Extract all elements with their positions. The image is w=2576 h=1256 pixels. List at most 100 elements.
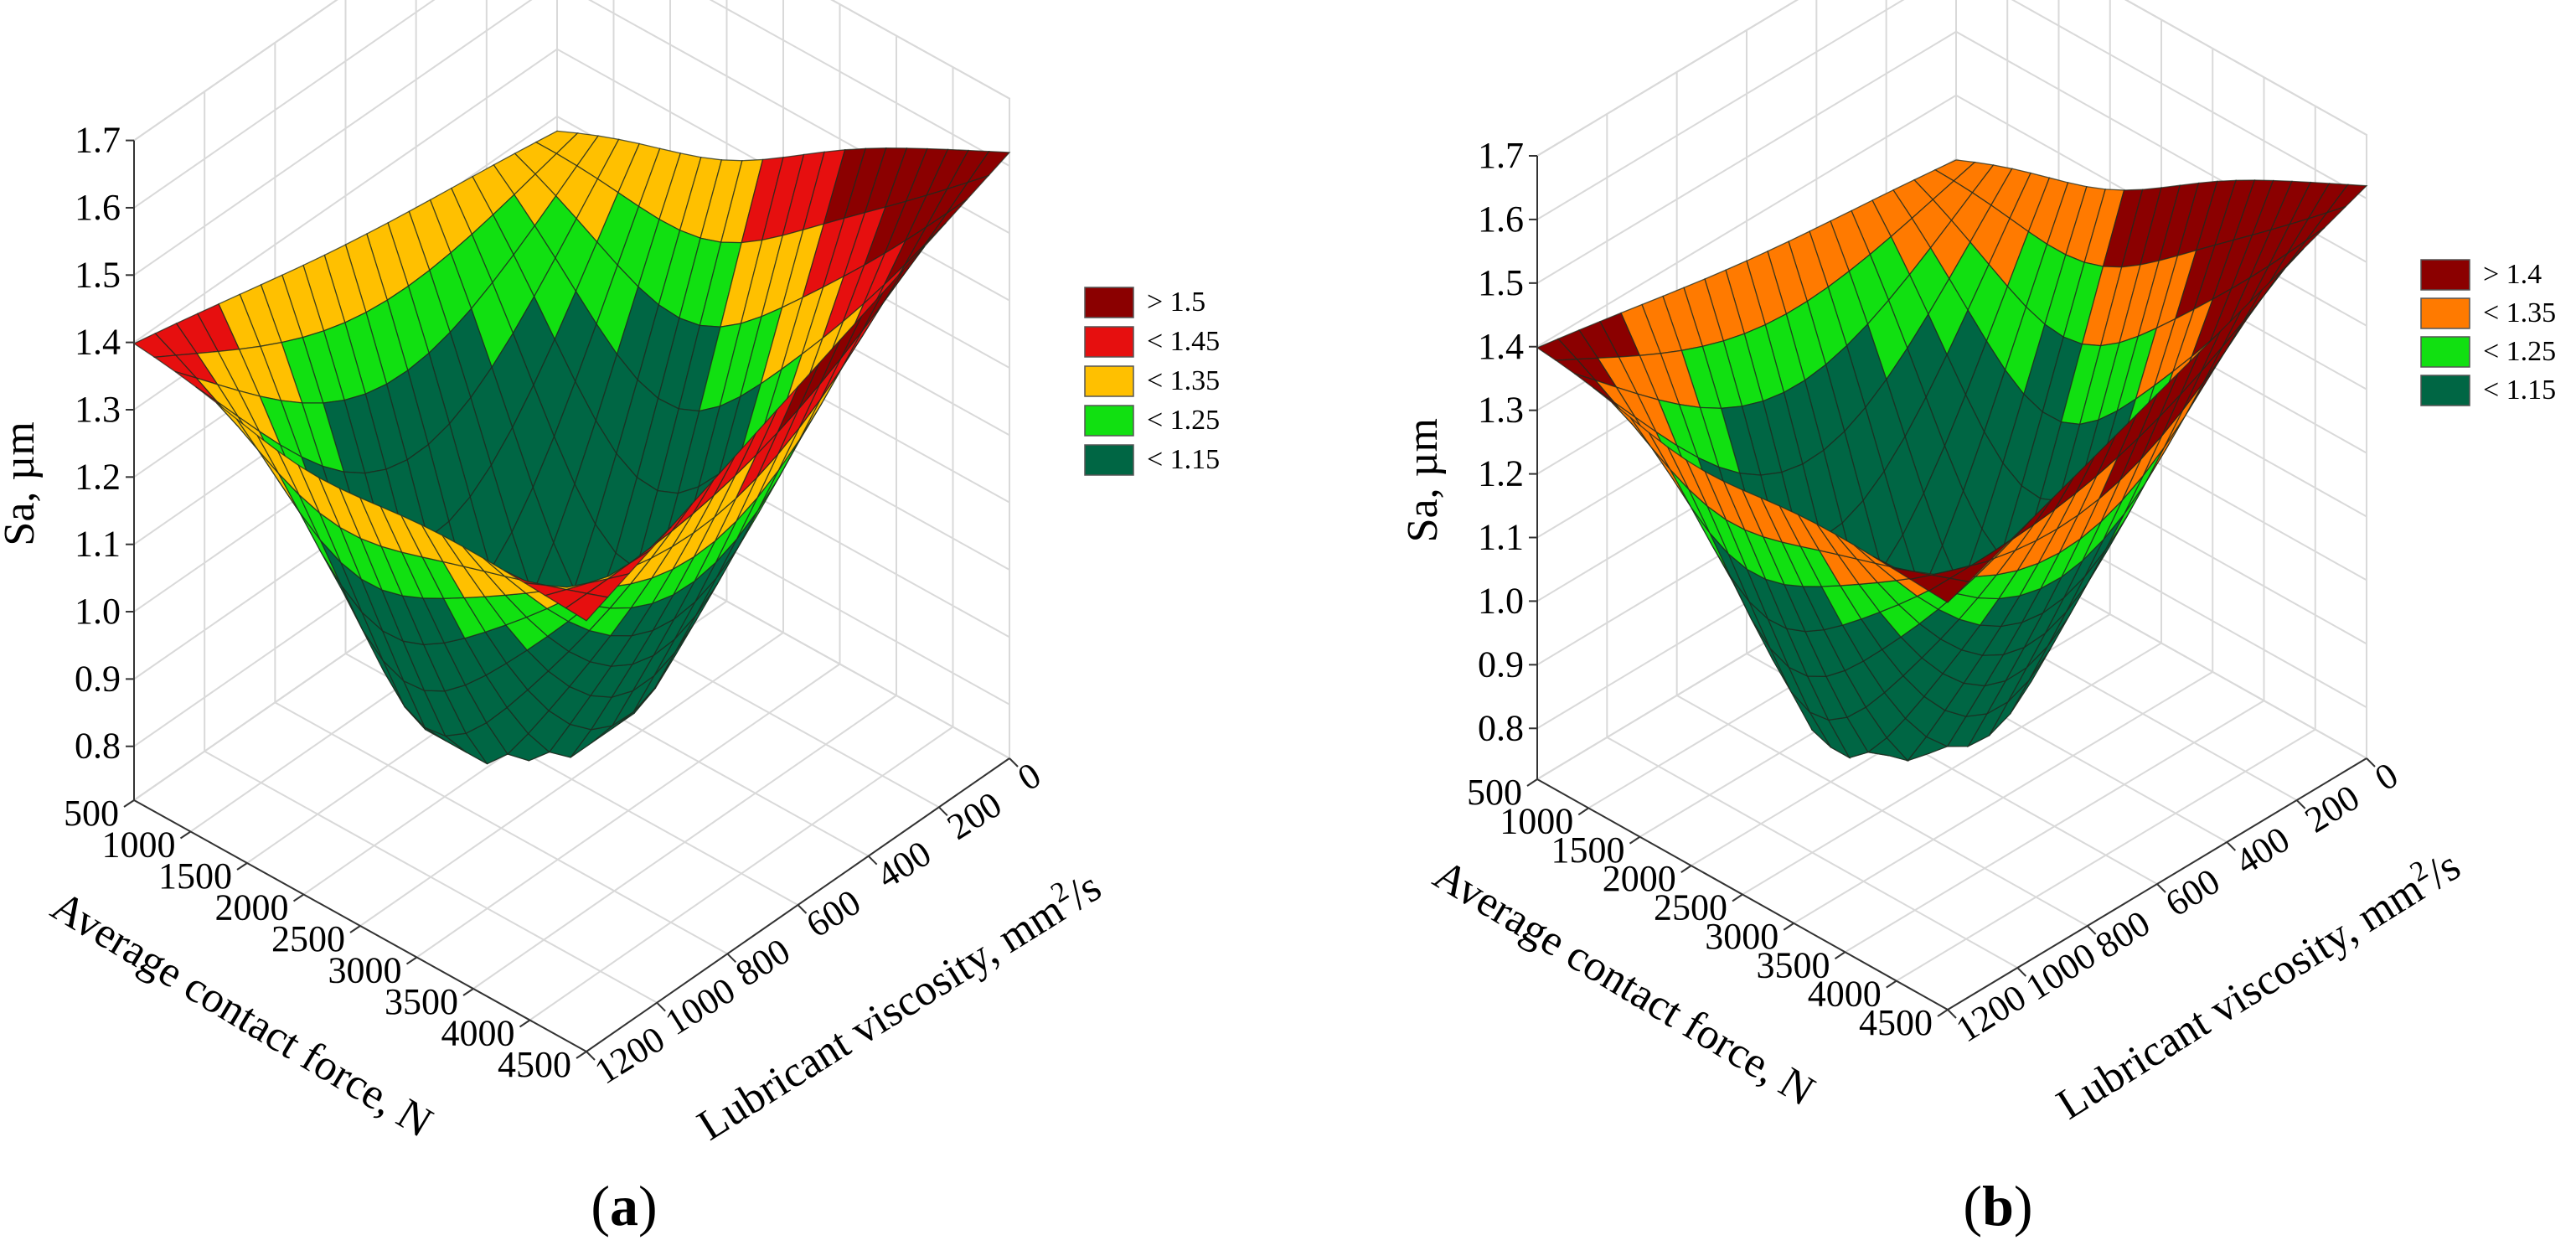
y-tick-label: 400 — [2228, 819, 2297, 883]
chart-panel-a: 5001000150020002500300035004000450002004… — [0, 0, 1220, 1150]
z-axis-label: Sa, µm — [1399, 418, 1447, 542]
x-tick — [179, 830, 192, 840]
grid-line — [1536, 0, 2367, 220]
x-tick-label: 3000 — [328, 950, 402, 991]
z-tick-label: 1.0 — [75, 591, 121, 632]
x-tick-label: 3500 — [1757, 944, 1830, 985]
panel-a-open: ( — [591, 1174, 610, 1238]
panel-b-close: ) — [2014, 1174, 2033, 1238]
grid-line — [1536, 0, 2367, 157]
y-tick-label: 1200 — [1949, 976, 2033, 1050]
legend-swatch — [1084, 326, 1134, 358]
x-tick — [576, 1051, 587, 1059]
y-tick — [726, 953, 737, 964]
legend-label: > 1.4 — [2483, 259, 2542, 290]
legend-label: < 1.45 — [1147, 326, 1220, 357]
legend-swatch — [2420, 259, 2470, 291]
y-tick-label: 0 — [1010, 754, 1048, 799]
y-axis-label-main: Lubricant viscosity, mm — [689, 886, 1072, 1150]
y-tick-label: 1000 — [658, 969, 742, 1043]
legend-label: < 1.15 — [2483, 375, 2556, 406]
x-tick-label: 4000 — [441, 1013, 515, 1054]
grid-line — [204, 750, 658, 1004]
x-tick — [1577, 807, 1589, 816]
x-tick — [462, 988, 474, 996]
z-tick-label: 1.3 — [75, 389, 121, 430]
y-tick-label: 400 — [870, 833, 938, 897]
x-tick-label: 1500 — [158, 855, 232, 897]
x-tick-label: 2500 — [271, 918, 345, 959]
x-tick-label: 3500 — [385, 981, 458, 1022]
x-tick-label: 1000 — [102, 824, 176, 866]
x-tick — [1937, 1009, 1949, 1017]
y-axis-label-main: Lubricant viscosity, mm — [2049, 865, 2432, 1129]
x-tick-label: 1500 — [1551, 830, 1625, 871]
panel-a-close: ) — [638, 1174, 658, 1238]
z-tick-label: 1.0 — [1478, 580, 1524, 621]
legend-swatch — [2420, 375, 2470, 406]
y-axis-label-tail: /s — [1060, 863, 1110, 919]
y-tick — [1009, 757, 1019, 768]
x-tick-label: 1000 — [1500, 800, 1573, 841]
y-tick — [1947, 1009, 1957, 1019]
legend-swatch — [2420, 336, 2470, 368]
surface-mesh-b — [1536, 159, 2368, 762]
legend-label: < 1.35 — [1147, 365, 1220, 396]
panel-b-open: ( — [1963, 1174, 1982, 1238]
legend-swatch — [2420, 297, 2470, 329]
y-tick-label: 200 — [2298, 777, 2367, 841]
y-tick — [2086, 925, 2097, 935]
z-tick-label: 1.7 — [1478, 135, 1524, 176]
z-tick-label: 1.4 — [75, 322, 121, 363]
x-tick-label: 4500 — [1859, 1002, 1933, 1043]
x-tick — [292, 893, 305, 902]
y-tick — [586, 1051, 596, 1061]
y-tick — [2295, 799, 2306, 809]
y-tick-label: 800 — [729, 930, 798, 995]
panel-label-a: (a) — [591, 1174, 657, 1238]
y-tick — [867, 855, 878, 866]
x-tick — [1834, 951, 1846, 960]
chart-panel-b: 5001000150020002500300035004000450002004… — [1399, 0, 2556, 1129]
x-tick — [519, 1019, 531, 1028]
y-tick-label: 600 — [799, 881, 868, 946]
x-tick-label: 2000 — [1603, 858, 1676, 899]
legend-swatch — [1084, 405, 1134, 437]
z-tick-label: 1.4 — [1478, 326, 1524, 367]
z-tick-label: 1.1 — [75, 524, 121, 565]
z-tick-label: 1.2 — [75, 456, 121, 497]
legend-swatch — [1084, 444, 1134, 476]
legend-label: < 1.15 — [1147, 444, 1220, 475]
x-tick-label: 2000 — [215, 887, 289, 928]
grid-line — [133, 0, 1010, 142]
panel-a-letter: a — [610, 1174, 638, 1238]
y-tick-label: 200 — [940, 783, 1009, 848]
grid-line — [1606, 737, 2018, 969]
legend-b: > 1.4 < 1.35 < 1.25 < 1.15 — [2420, 259, 2556, 406]
z-tick-label: 1.6 — [1478, 199, 1524, 240]
y-tick-label: 1200 — [587, 1018, 672, 1092]
z-tick-label: 1.2 — [1478, 453, 1524, 494]
grid-line — [133, 0, 1010, 209]
legend-a: > 1.5 < 1.45 < 1.35 < 1.25 < 1.15 — [1084, 287, 1220, 476]
grid-line — [274, 701, 728, 955]
y-tick — [797, 904, 808, 914]
x-tick — [1680, 865, 1692, 873]
x-tick-label: 3000 — [1705, 916, 1778, 957]
y-axis-label: Lubricant viscosity, mm2/s — [2047, 839, 2469, 1129]
y-tick — [656, 1001, 666, 1012]
y-tick-label: 1000 — [2019, 934, 2104, 1008]
x-tick-label: 4000 — [1808, 974, 1882, 1015]
legend-label: < 1.25 — [1147, 405, 1220, 436]
x-tick-label: 500 — [1467, 772, 1522, 813]
y-tick-label: 0 — [2367, 754, 2405, 799]
y-tick — [938, 806, 948, 817]
z-tick-label: 1.5 — [75, 254, 121, 295]
z-tick-label: 0.9 — [75, 658, 121, 699]
y-tick — [2016, 967, 2027, 977]
z-tick-label: 0.8 — [1478, 707, 1524, 748]
z-tick-label: 1.1 — [1478, 517, 1524, 558]
x-tick-label: 4500 — [498, 1044, 571, 1085]
x-tick — [1783, 923, 1794, 931]
